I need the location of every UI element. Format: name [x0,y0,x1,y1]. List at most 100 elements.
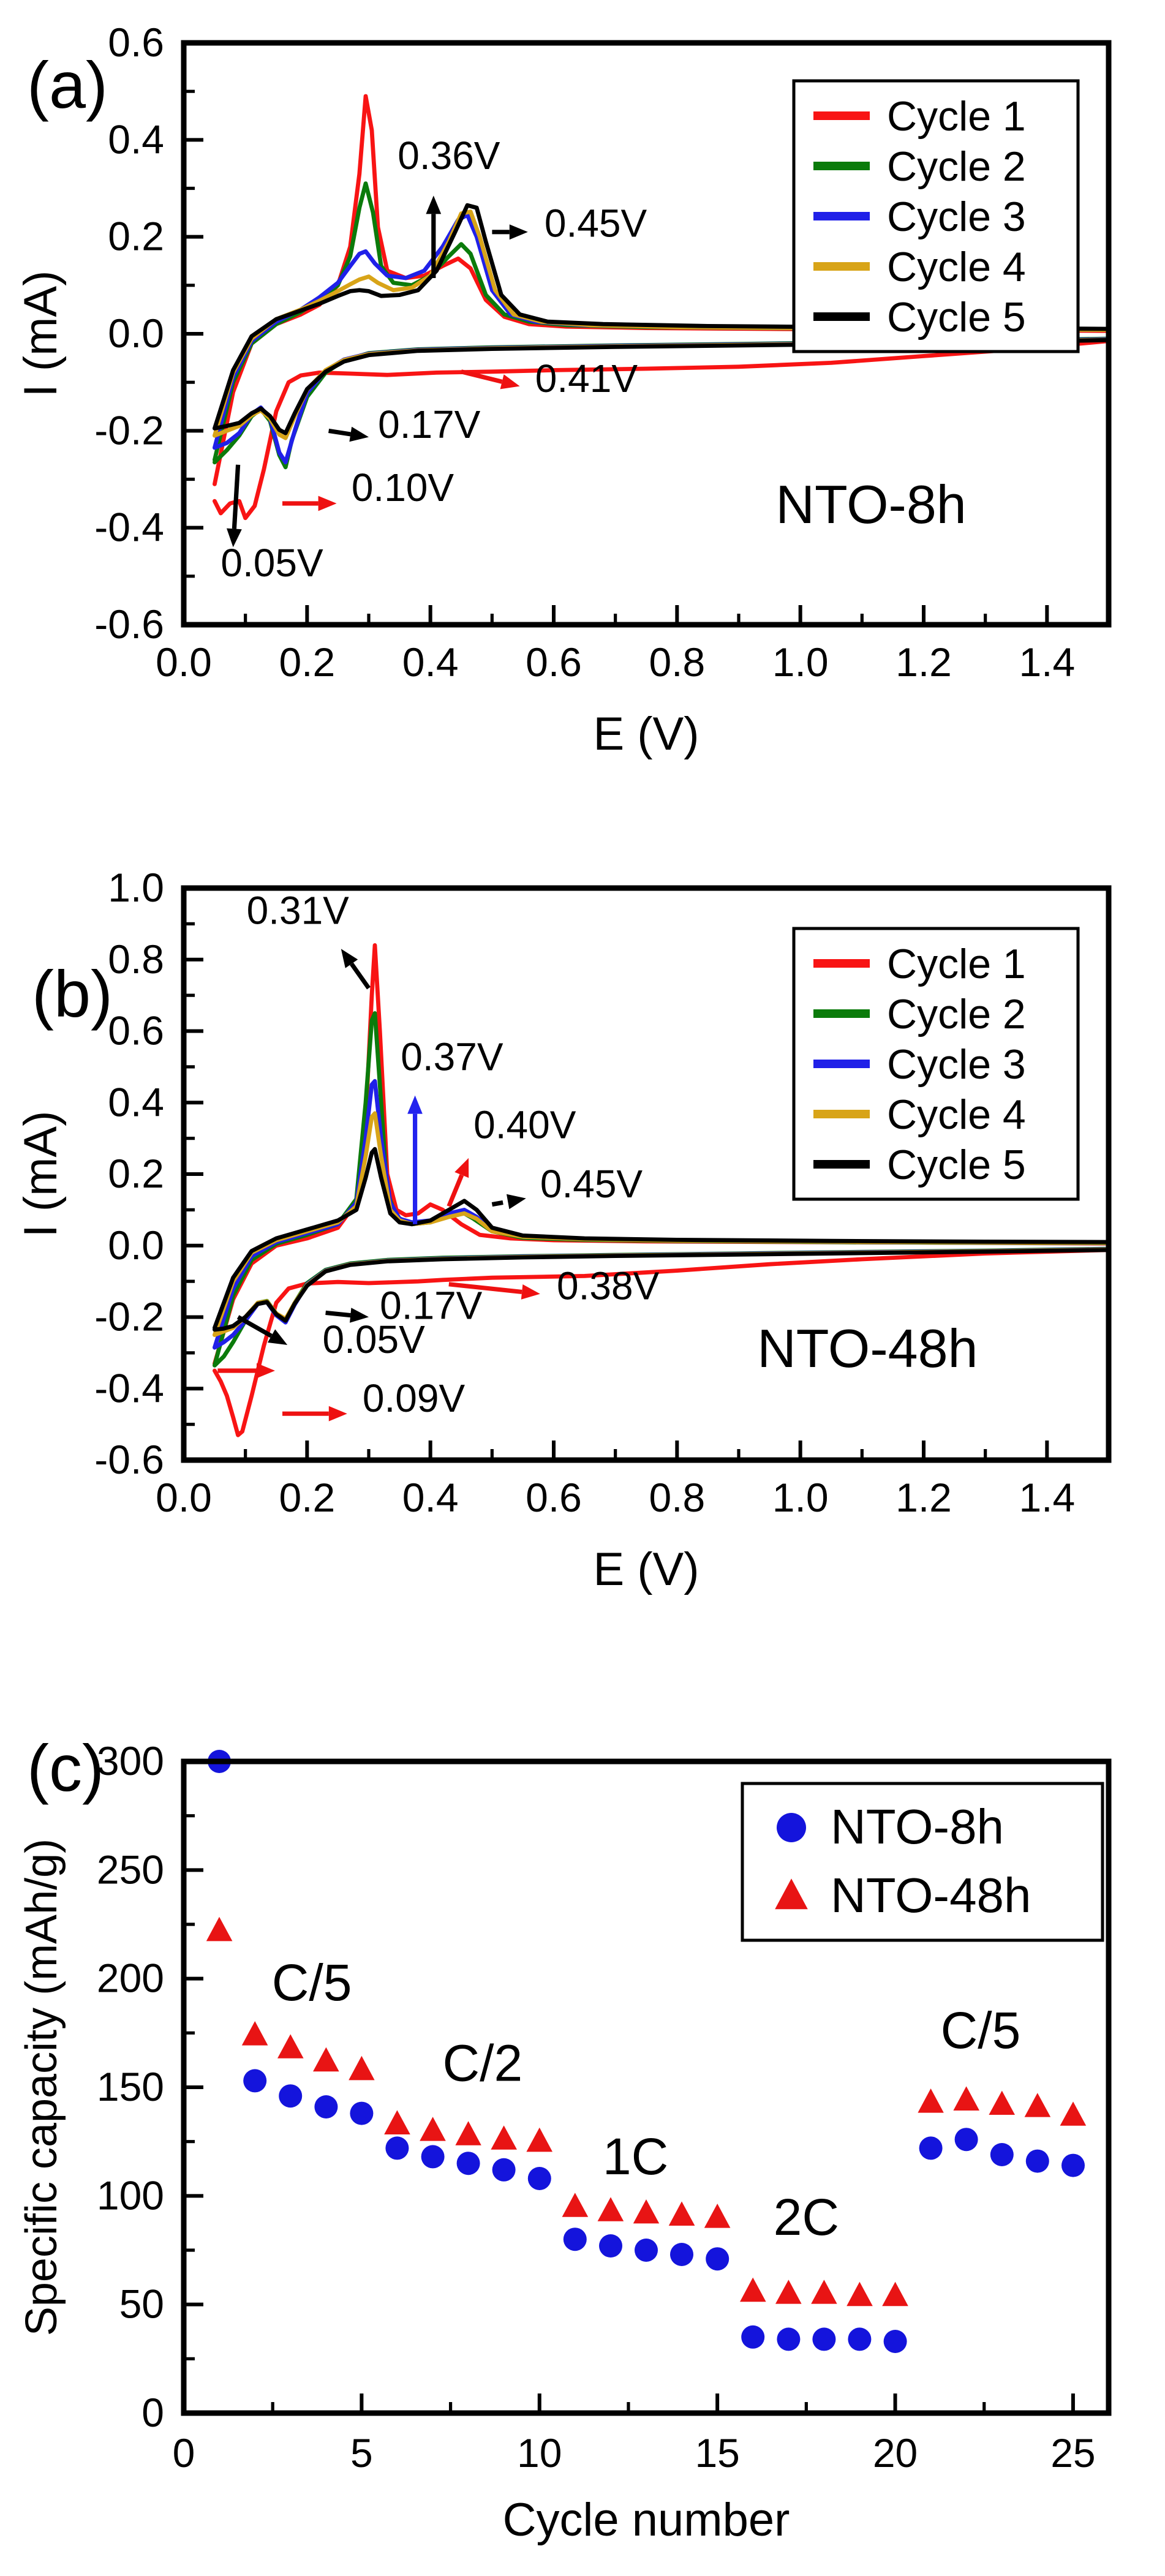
data-point-nto-48h [1024,2093,1051,2117]
y-tick-label: 0 [141,2390,164,2435]
x-tick-label: 0.8 [649,639,705,685]
arrow-0.17V [325,1310,351,1318]
y-axis-label: I (mA) [15,271,67,397]
legend-label: Cycle 5 [887,294,1026,341]
arrow-0.40V [447,1174,464,1207]
data-point-nto-48h [562,2193,589,2217]
panel-letter: (b) [32,957,113,1031]
y-tick-label: 0.2 [108,214,164,259]
annotation-0.10v: 0.10V [352,465,454,510]
annotation-1c: 1C [603,2128,668,2185]
legend-label: Cycle 1 [887,93,1026,140]
data-point-nto-48h [241,2021,268,2046]
annotation-arrow-head [509,224,528,240]
panel-letter: (c) [27,1731,104,1805]
legend-label: Cycle 2 [887,991,1026,1038]
data-point-nto-8h [777,2327,801,2351]
legend-label: Cycle 3 [887,1041,1026,1088]
data-point-nto-48h [420,2117,446,2141]
annotation-arrow-head [500,374,520,390]
x-tick-label: 15 [695,2430,739,2476]
legend-label: NTO-8h [831,1799,1004,1854]
y-tick-label: 0.6 [108,20,164,65]
y-tick-label: 1.0 [108,865,164,910]
cv-chart-nto-8h: 0.0 0.2 0.4 0.6 0.8 1.0 1.2 1.4 0.6 0.4 0.2 0.0 -0.2… [0,0,1165,857]
x-tick-label: 10 [517,2430,562,2476]
data-point-nto-48h [384,2110,410,2134]
arrow-0.05V [232,464,241,529]
x-tick-label: 1.0 [772,639,829,685]
y-tick-label: -0.4 [94,505,164,550]
data-point-nto-8h [919,2136,943,2160]
y-tick-label: -0.6 [94,601,164,647]
data-point-nto-8h [456,2152,480,2175]
annotation-0.38v: 0.38V [557,1264,660,1308]
data-point-nto-8h [1025,2149,1049,2173]
annotation-c/5: C/5 [941,2002,1021,2059]
annotation-arrow-head [341,949,358,968]
annotation-0.17v: 0.17V [380,1283,483,1327]
cv-chart-nto-48h: 0.0 0.2 0.4 0.6 0.8 1.0 1.2 1.4 1.0 0.8 0.6 0.4 0.2 0… [0,857,1165,1727]
axis-ticks: 0.0 0.2 0.4 0.6 0.8 1.0 1.2 1.4 1.0 0.8 0.6 0.4 0.2 0… [94,865,1075,1520]
data-point-nto-8h [492,2158,516,2182]
x-tick-label: 5 [350,2430,373,2476]
y-tick-label: 100 [97,2172,164,2218]
axis-ticks: 0 5 10 15 20 25 300 250 200 150 100 50 0 [97,1738,1096,2476]
data-point-nto-48h [846,2281,873,2307]
annotation-c/5: C/5 [272,1954,352,2011]
y-tick-label: -0.6 [94,1437,164,1482]
y-tick-label: 250 [97,1847,164,1892]
x-tick-label: 1.4 [1019,1475,1075,1520]
arrow-0.41V [461,369,503,384]
x-tick-label: 25 [1050,2430,1095,2476]
annotation-0.09v: 0.09V [363,1376,466,1420]
data-point-nto-48h [882,2281,908,2307]
annotation-0.36v: 0.36V [398,134,500,178]
arrow-0.38V [448,1282,522,1294]
y-tick-label: 0.4 [108,116,164,162]
annotation-arrow-head [349,426,369,442]
data-point-nto-8h [812,2327,836,2351]
annotation-nto-48h: NTO-48h [757,1318,978,1379]
annotation-2c: 2C [774,2188,839,2246]
annotation-arrow-head [521,1284,540,1300]
data-point-nto-8h [990,2143,1014,2166]
arrow-0.31V [350,962,371,990]
data-point-nto-48h [740,2277,766,2302]
data-point-nto-48h [811,2280,837,2304]
data-point-nto-48h [206,1916,233,1941]
y-tick-label: 0.0 [108,1222,164,1268]
data-point-nto-48h [668,2201,695,2226]
data-point-nto-48h [491,2125,517,2150]
panel-letter: (a) [27,48,108,122]
data-point-nto-48h [313,2047,339,2072]
legend-triangle-swatch [775,1878,808,1910]
annotation-arrow-head [507,1194,526,1210]
data-point-nto-48h [526,2127,552,2152]
data-point-nto-48h [455,2121,481,2145]
legend-label: NTO-48h [831,1868,1031,1923]
data-point-nto-8h [243,2069,267,2093]
annotation-nto-8h: NTO-8h [775,474,966,535]
x-tick-label: 0.0 [156,1475,212,1520]
annotation-0.17v: 0.17V [378,402,481,446]
annotation-arrow-head [268,1329,288,1345]
x-tick-label: 1.4 [1019,639,1075,685]
y-tick-label: 150 [97,2064,164,2109]
y-tick-label: 0.0 [108,311,164,356]
annotation-arrow-head [426,195,442,214]
series-group [213,94,1111,521]
legend-circle-swatch [777,1813,806,1842]
y-axis-label: Specific capacity (mAh/g) [17,1839,66,2336]
y-tick-label: 0.8 [108,936,164,982]
x-tick-label: 0.4 [402,639,459,685]
panel-a: 0.0 0.2 0.4 0.6 0.8 1.0 1.2 1.4 0.6 0.4 0.2 0.0 -0.2… [0,0,1165,857]
legend-label: Cycle 1 [887,941,1026,987]
x-tick-label: 0.2 [279,639,335,685]
data-point-nto-8h [563,2228,587,2251]
x-tick-label: 20 [873,2430,918,2476]
y-tick-label: -0.2 [94,1294,164,1339]
annotation-arrow-head [328,1406,347,1422]
data-point-nto-48h [775,2280,802,2304]
